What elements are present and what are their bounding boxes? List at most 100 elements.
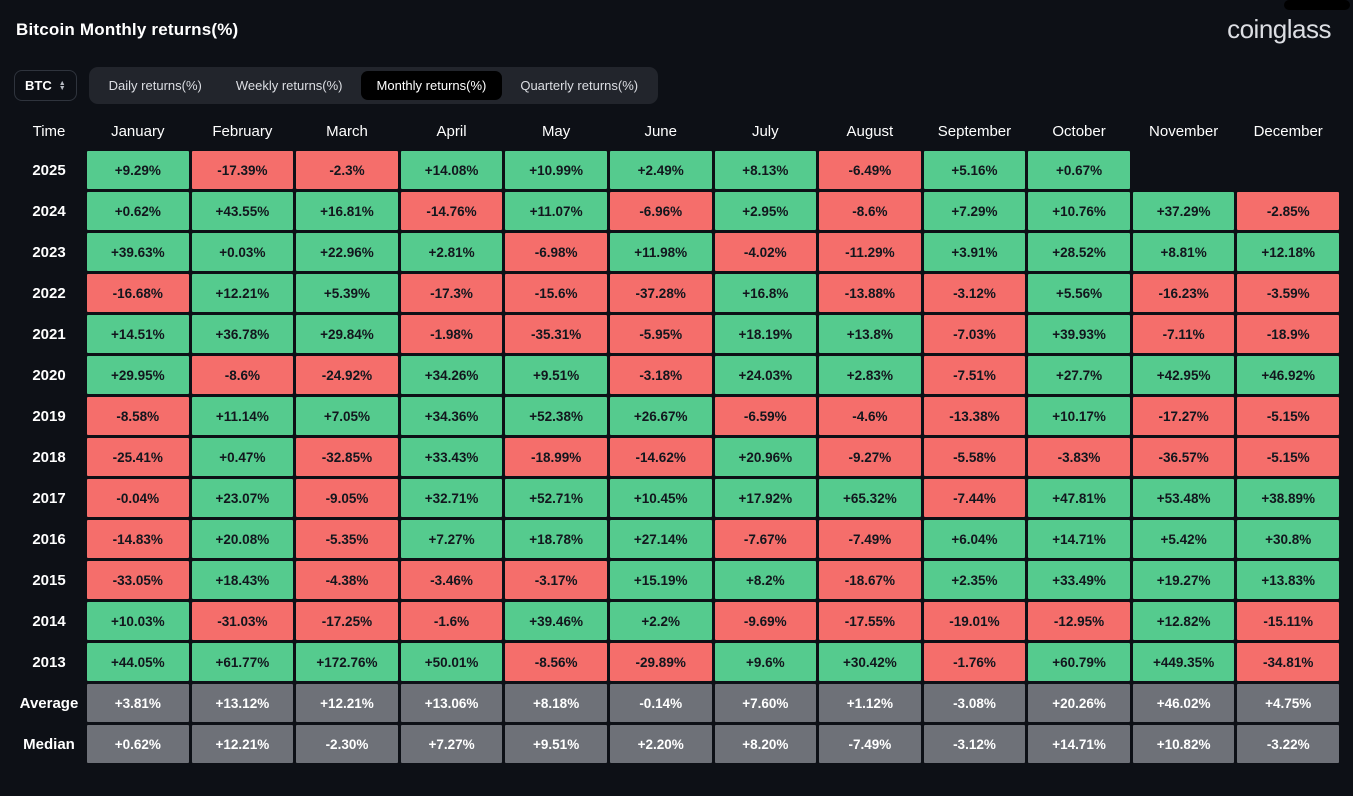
controls-row: BTC ▲ ▼ Daily returns(%) Weekly returns(%… [14, 67, 1339, 104]
month-header: September [937, 122, 1012, 140]
return-cell: +33.49% [1028, 561, 1130, 599]
return-cell: -3.22% [1237, 725, 1339, 763]
return-cell: -7.03% [923, 315, 1026, 353]
chevron-updown-icon: ▲ ▼ [58, 79, 66, 92]
tab-quarterly-returns[interactable]: Quarterly returns(%) [504, 71, 654, 100]
return-cell: +30.42% [819, 643, 921, 681]
return-cell: +7.27% [400, 520, 503, 558]
return-cell: +8.18% [505, 684, 607, 722]
return-cell: +52.71% [505, 479, 607, 517]
return-cell: -5.58% [923, 438, 1026, 476]
return-cell: +13.8% [819, 315, 921, 353]
tab-weekly-returns[interactable]: Weekly returns(%) [220, 71, 359, 100]
returns-table: Time January February March April May June July… [14, 114, 1339, 763]
return-cell: +16.81% [296, 192, 398, 230]
month-header: April [436, 122, 467, 140]
return-cell: +14.71% [1028, 520, 1130, 558]
table-row: 2022 -16.68% +12.21% +5.39% -17.3% -15.6% -37.… [14, 274, 1339, 312]
return-cell: +0.03% [191, 233, 294, 271]
row-label: 2023 [32, 243, 66, 261]
return-cell: -12.95% [1028, 602, 1130, 640]
month-header: August [846, 122, 894, 140]
month-header: November [1149, 122, 1219, 140]
return-cell: +18.78% [505, 520, 607, 558]
return-cell: +3.91% [923, 233, 1026, 271]
return-cell: +0.62% [87, 725, 189, 763]
return-cell: +39.63% [87, 233, 189, 271]
return-cell: -3.08% [923, 684, 1026, 722]
return-cell: +34.36% [400, 397, 503, 435]
return-cell: -5.15% [1237, 397, 1339, 435]
return-cell: +33.43% [400, 438, 503, 476]
return-cell: -3.12% [923, 725, 1026, 763]
return-cell: +9.6% [714, 643, 817, 681]
return-cell: +5.16% [923, 151, 1026, 189]
return-cell: +7.27% [400, 725, 503, 763]
row-label: 2017 [32, 489, 66, 507]
return-cell: +13.83% [1237, 561, 1339, 599]
return-cell: +0.47% [191, 438, 294, 476]
return-cell [1237, 151, 1339, 189]
return-cell: -11.29% [819, 233, 921, 271]
return-cell: +2.49% [609, 151, 712, 189]
return-cell: +11.14% [191, 397, 294, 435]
month-header: March [326, 122, 368, 140]
return-cell: +26.67% [609, 397, 712, 435]
return-cell: +10.82% [1132, 725, 1235, 763]
return-cell: +47.81% [1028, 479, 1130, 517]
return-cell: -32.85% [296, 438, 398, 476]
return-cell: -14.62% [609, 438, 712, 476]
return-cell: -3.12% [923, 274, 1026, 312]
return-cell: +16.8% [714, 274, 817, 312]
return-cell: -7.44% [923, 479, 1026, 517]
return-cell: +20.08% [191, 520, 294, 558]
return-cell: +10.45% [609, 479, 712, 517]
return-cell: +28.52% [1028, 233, 1130, 271]
return-cell: -17.25% [296, 602, 398, 640]
return-cell: -2.3% [296, 151, 398, 189]
tab-daily-returns[interactable]: Daily returns(%) [93, 71, 218, 100]
table-row: 2019 -8.58% +11.14% +7.05% +34.36% +52.38% +26… [14, 397, 1339, 435]
return-cell: +4.75% [1237, 684, 1339, 722]
month-header: July [751, 122, 779, 140]
return-cell: +13.06% [400, 684, 503, 722]
coin-selector[interactable]: BTC ▲ ▼ [14, 70, 77, 101]
return-cell: -6.59% [714, 397, 817, 435]
coinglass-logo[interactable]: coinglass [1227, 14, 1331, 44]
return-cell: +14.08% [400, 151, 503, 189]
table-row: 2014 +10.03% -31.03% -17.25% -1.6% +39.46% +2.… [14, 602, 1339, 640]
return-cell: +14.51% [87, 315, 189, 353]
return-cell: +0.67% [1028, 151, 1130, 189]
return-cell: -14.83% [87, 520, 189, 558]
return-cell: -6.98% [505, 233, 607, 271]
table-row: 2020 +29.95% -8.6% -24.92% +34.26% +9.51% -3.1… [14, 356, 1339, 394]
return-cell: -9.05% [296, 479, 398, 517]
table-row: 2018 -25.41% +0.47% -32.85% +33.43% -18.99% -1… [14, 438, 1339, 476]
return-cell: +8.13% [714, 151, 817, 189]
row-label: Median [23, 735, 75, 753]
return-cell: +43.55% [191, 192, 294, 230]
return-cell: -4.6% [819, 397, 921, 435]
return-cell: +39.46% [505, 602, 607, 640]
table-header-row: Time January February March April May June July… [14, 114, 1339, 148]
return-cell: +1.12% [819, 684, 921, 722]
row-label: 2019 [32, 407, 66, 425]
return-cell: -29.89% [609, 643, 712, 681]
row-label: 2015 [32, 571, 66, 589]
return-cell: +9.51% [505, 725, 607, 763]
return-cell: +13.12% [191, 684, 294, 722]
return-cell: +3.81% [87, 684, 189, 722]
return-cell: +23.07% [191, 479, 294, 517]
return-cell: +2.20% [609, 725, 712, 763]
return-cell: +18.43% [191, 561, 294, 599]
return-cell: +5.42% [1132, 520, 1235, 558]
row-label: 2013 [32, 653, 66, 671]
page-title: Bitcoin Monthly returns(%) [16, 19, 239, 39]
return-cell: -16.23% [1132, 274, 1235, 312]
return-cell: -17.39% [191, 151, 294, 189]
row-label: 2020 [32, 366, 66, 384]
table-row: 2015 -33.05% +18.43% -4.38% -3.46% -3.17% +15.… [14, 561, 1339, 599]
return-cell: -8.56% [505, 643, 607, 681]
tab-monthly-returns[interactable]: Monthly returns(%) [360, 71, 503, 100]
return-cell: +5.56% [1028, 274, 1130, 312]
